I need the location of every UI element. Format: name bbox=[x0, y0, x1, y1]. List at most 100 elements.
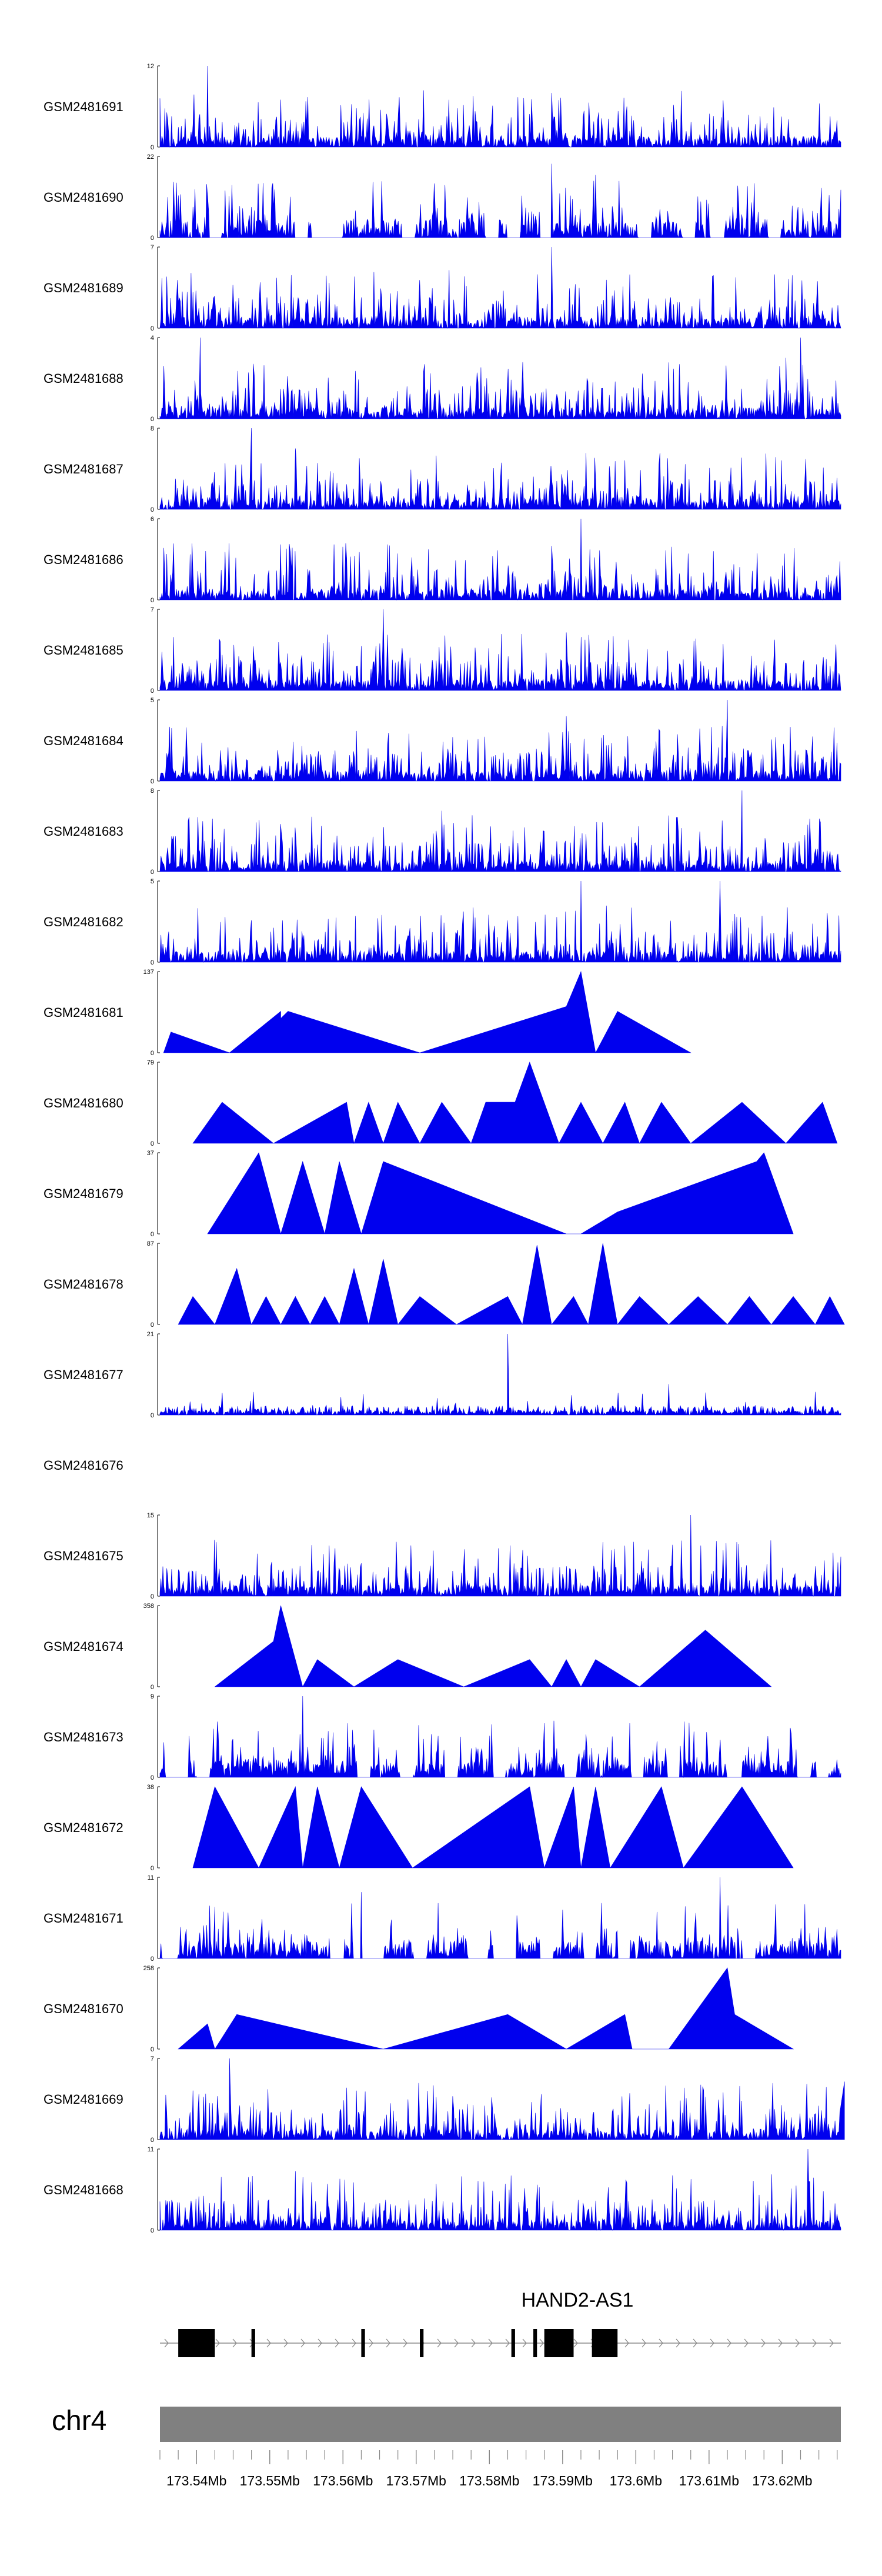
y-axis-max-label: 21 bbox=[147, 1331, 154, 1338]
coverage-area bbox=[159, 1696, 841, 1778]
strand-arrow-icon bbox=[164, 2338, 169, 2348]
strand-arrow-icon bbox=[300, 2338, 305, 2348]
track-GSM2481669: GSM2481669 7 0 bbox=[44, 2056, 845, 2144]
coverage-area bbox=[178, 1243, 845, 1325]
y-axis-min-label: 0 bbox=[151, 1140, 154, 1147]
exon-8 bbox=[592, 2329, 618, 2357]
axis-tick-label: 173.6Mb bbox=[610, 2473, 663, 2488]
track-GSM2481689: GSM2481689 7 0 bbox=[44, 244, 841, 332]
exon-3 bbox=[361, 2329, 365, 2357]
coverage-area bbox=[214, 1605, 772, 1687]
track-label: GSM2481676 bbox=[44, 1458, 123, 1473]
track-GSM2481691: GSM2481691 12 0 bbox=[44, 63, 841, 151]
axis-tick-label: 173.56Mb bbox=[313, 2473, 373, 2488]
coverage-area bbox=[159, 428, 841, 510]
gene-name-label: HAND2-AS1 bbox=[522, 2289, 634, 2311]
strand-arrows bbox=[164, 2338, 834, 2348]
track-label: GSM2481678 bbox=[44, 1277, 123, 1292]
y-axis-min-label: 0 bbox=[151, 2227, 154, 2234]
track-label: GSM2481669 bbox=[44, 2092, 123, 2107]
y-axis-max-label: 4 bbox=[151, 335, 154, 342]
track-label: GSM2481672 bbox=[44, 1820, 123, 1835]
strand-arrow-icon bbox=[573, 2338, 578, 2348]
strand-arrow-icon bbox=[352, 2338, 356, 2348]
y-axis-min-label: 0 bbox=[151, 2046, 154, 2053]
coverage-area bbox=[178, 1967, 794, 2050]
track-label: GSM2481674 bbox=[44, 1639, 123, 1654]
y-axis-min-label: 0 bbox=[151, 869, 154, 876]
y-axis-max-label: 7 bbox=[151, 2056, 154, 2063]
strand-arrow-icon bbox=[488, 2338, 493, 2348]
coverage-area bbox=[159, 2058, 845, 2141]
axis-tick-label: 173.59Mb bbox=[533, 2473, 593, 2488]
track-GSM2481676: GSM2481676 bbox=[44, 1458, 123, 1473]
track-label: GSM2481689 bbox=[44, 281, 123, 295]
track-label: GSM2481681 bbox=[44, 1005, 123, 1020]
coverage-area bbox=[159, 518, 841, 601]
track-label: GSM2481690 bbox=[44, 190, 123, 205]
track-label: GSM2481684 bbox=[44, 733, 123, 748]
strand-arrow-icon bbox=[812, 2338, 817, 2348]
y-axis-min-label: 0 bbox=[151, 1412, 154, 1419]
coverage-area bbox=[192, 1062, 838, 1144]
strand-arrow-icon bbox=[539, 2338, 544, 2348]
y-axis-min-label: 0 bbox=[151, 1050, 154, 1057]
y-axis-max-label: 358 bbox=[143, 1603, 154, 1610]
strand-arrow-icon bbox=[624, 2338, 629, 2348]
track-GSM2481671: GSM2481671 11 0 bbox=[44, 1874, 841, 1963]
y-axis-min-label: 0 bbox=[151, 1322, 154, 1329]
y-axis-min-label: 0 bbox=[151, 959, 154, 966]
track-GSM2481668: GSM2481668 11 0 bbox=[44, 2146, 841, 2234]
strand-arrow-icon bbox=[471, 2338, 476, 2348]
y-axis-min-label: 0 bbox=[151, 597, 154, 604]
axis-tick-label: 173.58Mb bbox=[459, 2473, 519, 2488]
y-axis-min-label: 0 bbox=[151, 235, 154, 242]
coverage-area bbox=[207, 1152, 794, 1235]
strand-arrow-icon bbox=[335, 2338, 339, 2348]
axis-tick-label: 173.54Mb bbox=[166, 2473, 226, 2488]
y-axis-min-label: 0 bbox=[151, 144, 154, 151]
strand-arrow-icon bbox=[437, 2338, 442, 2348]
strand-arrow-icon bbox=[744, 2338, 749, 2348]
coverage-area bbox=[159, 880, 841, 963]
exon-7 bbox=[544, 2329, 574, 2357]
y-axis-min-label: 0 bbox=[151, 325, 154, 332]
y-axis-max-label: 8 bbox=[151, 425, 154, 432]
coverage-area bbox=[159, 699, 841, 782]
exon-6 bbox=[533, 2329, 537, 2357]
coverage-area bbox=[159, 65, 841, 148]
exon-2 bbox=[251, 2329, 255, 2357]
y-axis-max-label: 5 bbox=[151, 697, 154, 704]
strand-arrow-icon bbox=[761, 2338, 766, 2348]
strand-arrow-icon bbox=[522, 2338, 527, 2348]
coverage-area bbox=[159, 163, 841, 238]
track-GSM2481688: GSM2481688 4 0 bbox=[44, 335, 841, 423]
track-label: GSM2481691 bbox=[44, 99, 123, 114]
y-axis-min-label: 0 bbox=[151, 1684, 154, 1691]
strand-arrow-icon bbox=[386, 2338, 390, 2348]
strand-arrow-icon bbox=[215, 2338, 220, 2348]
y-axis-min-label: 0 bbox=[151, 778, 154, 785]
track-GSM2481674: GSM2481674 358 0 bbox=[44, 1603, 772, 1691]
axis-tick-label: 173.62Mb bbox=[752, 2473, 812, 2488]
track-GSM2481678: GSM2481678 87 0 bbox=[44, 1240, 845, 1329]
y-axis-min-label: 0 bbox=[151, 1774, 154, 1781]
strand-arrow-icon bbox=[266, 2338, 271, 2348]
track-GSM2481677: GSM2481677 21 0 bbox=[44, 1331, 841, 1419]
track-label: GSM2481670 bbox=[44, 2001, 123, 2016]
track-GSM2481685: GSM2481685 7 0 bbox=[44, 606, 841, 695]
track-label: GSM2481673 bbox=[44, 1730, 123, 1744]
y-axis-max-label: 5 bbox=[151, 878, 154, 885]
y-axis-max-label: 7 bbox=[151, 244, 154, 251]
strand-arrow-icon bbox=[283, 2338, 288, 2348]
y-axis-min-label: 0 bbox=[151, 1231, 154, 1238]
coverage-area bbox=[163, 970, 691, 1053]
track-label: GSM2481679 bbox=[44, 1186, 123, 1201]
strand-arrow-icon bbox=[318, 2338, 322, 2348]
y-axis-max-label: 22 bbox=[147, 154, 154, 161]
strand-arrow-icon bbox=[403, 2338, 407, 2348]
track-GSM2481684: GSM2481684 5 0 bbox=[44, 697, 841, 785]
track-GSM2481673: GSM2481673 9 0 bbox=[44, 1693, 841, 1781]
strand-arrow-icon bbox=[829, 2338, 834, 2348]
y-axis-min-label: 0 bbox=[151, 506, 154, 513]
